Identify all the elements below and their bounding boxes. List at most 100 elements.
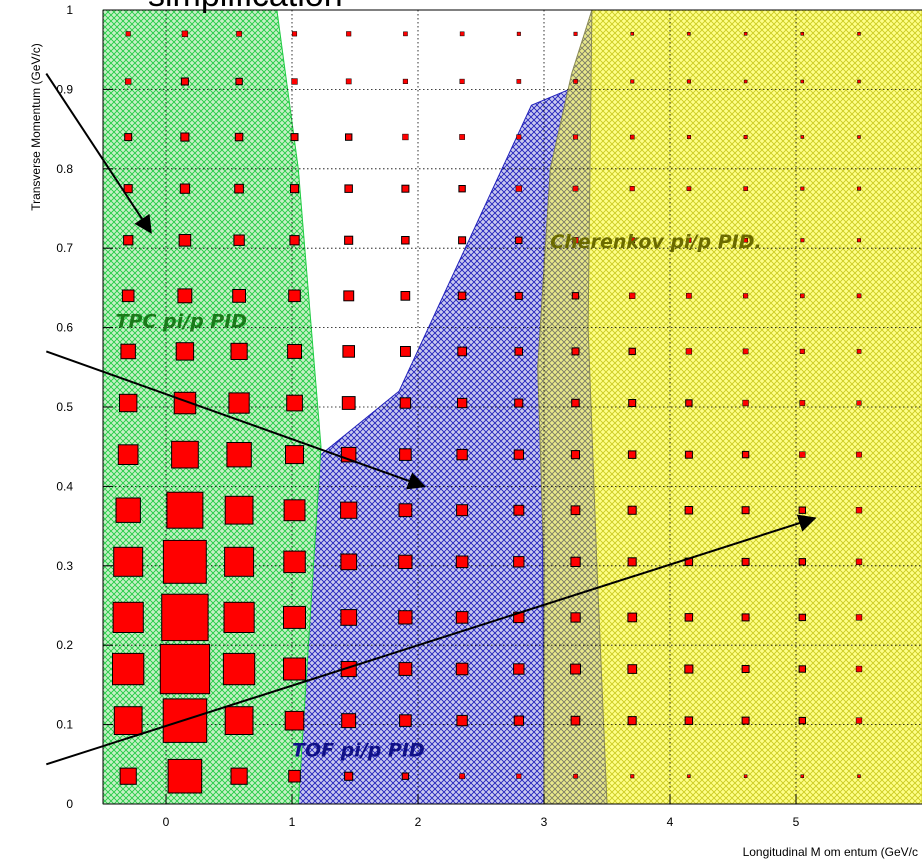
data-box bbox=[743, 79, 748, 84]
data-box bbox=[345, 78, 352, 85]
data-box bbox=[741, 450, 750, 459]
data-box bbox=[399, 397, 412, 409]
data-box bbox=[232, 289, 246, 303]
data-box bbox=[799, 451, 806, 458]
data-box bbox=[115, 497, 141, 523]
data-box bbox=[514, 347, 523, 356]
data-box bbox=[459, 78, 465, 84]
data-box bbox=[400, 291, 411, 301]
data-box bbox=[513, 556, 525, 568]
data-box bbox=[112, 601, 144, 633]
data-box bbox=[686, 237, 692, 243]
data-box bbox=[686, 186, 692, 191]
data-box bbox=[856, 293, 862, 299]
data-box bbox=[177, 288, 193, 304]
data-box bbox=[628, 399, 637, 407]
axis-ticks: 0 1 2 3 4 5 0 0.1 0.2 0.3 0.4 0.5 0.6 0.7 0.8 0.9 1 bbox=[56, 3, 799, 829]
y-tick-label: 1 bbox=[66, 3, 73, 17]
y-tick-label: 0.3 bbox=[56, 559, 73, 573]
data-box bbox=[455, 611, 469, 624]
data-box bbox=[459, 31, 465, 37]
data-box bbox=[800, 238, 805, 243]
data-box bbox=[159, 643, 211, 695]
x-tick-label: 4 bbox=[667, 815, 674, 829]
data-box bbox=[516, 773, 522, 779]
data-box bbox=[630, 774, 635, 779]
data-box bbox=[743, 774, 748, 778]
annotation-arrow bbox=[45, 72, 152, 234]
data-box bbox=[223, 601, 255, 633]
data-box bbox=[286, 394, 303, 412]
data-box bbox=[514, 291, 523, 300]
data-box bbox=[798, 558, 806, 566]
data-box bbox=[799, 400, 806, 406]
data-box bbox=[343, 290, 355, 302]
data-box bbox=[516, 31, 521, 36]
heading-fragment: simplification bbox=[148, 0, 343, 15]
data-box bbox=[228, 392, 250, 414]
data-box bbox=[173, 391, 197, 415]
data-box bbox=[741, 716, 750, 725]
data-box bbox=[570, 505, 581, 516]
data-box bbox=[340, 553, 358, 571]
data-box bbox=[743, 135, 748, 140]
region-label-cherenkov: Cherenkov pi/p PID. bbox=[550, 231, 761, 253]
data-box bbox=[291, 31, 298, 37]
data-box bbox=[341, 713, 357, 729]
data-box bbox=[161, 593, 209, 642]
data-box bbox=[800, 135, 805, 139]
data-box bbox=[628, 347, 636, 356]
data-box bbox=[800, 186, 805, 191]
data-box bbox=[167, 758, 203, 794]
data-box bbox=[289, 235, 300, 246]
data-box bbox=[857, 32, 861, 36]
data-box bbox=[401, 772, 410, 780]
y-tick-label: 0.7 bbox=[56, 241, 73, 255]
data-box bbox=[627, 450, 637, 459]
data-box bbox=[742, 399, 749, 407]
x-tick-label: 5 bbox=[793, 815, 800, 829]
data-box bbox=[180, 77, 189, 86]
data-box bbox=[686, 135, 691, 140]
annotation-arrows bbox=[45, 72, 817, 766]
data-box bbox=[513, 715, 525, 726]
data-box bbox=[514, 398, 524, 408]
data-box bbox=[345, 133, 353, 141]
data-box bbox=[456, 504, 469, 517]
data-box bbox=[400, 346, 411, 357]
data-box bbox=[342, 345, 355, 358]
data-box bbox=[226, 442, 252, 468]
data-box bbox=[570, 715, 581, 726]
x-axis-label: Longitudinal M om entum (GeV/c bbox=[743, 845, 918, 859]
data-box bbox=[224, 546, 255, 577]
data-box bbox=[119, 767, 137, 785]
data-box bbox=[630, 79, 635, 84]
data-box bbox=[741, 613, 750, 622]
data-box bbox=[291, 78, 298, 85]
data-box bbox=[344, 235, 354, 245]
data-box bbox=[290, 133, 299, 142]
data-box bbox=[685, 399, 693, 407]
data-box bbox=[799, 348, 805, 354]
data-box bbox=[402, 78, 408, 84]
data-box bbox=[456, 448, 468, 461]
data-box bbox=[855, 665, 863, 673]
data-box bbox=[856, 400, 862, 406]
data-box bbox=[123, 184, 133, 194]
data-box bbox=[513, 663, 525, 675]
data-box bbox=[399, 714, 412, 727]
data-box bbox=[234, 183, 244, 194]
x-tick-label: 2 bbox=[415, 815, 422, 829]
data-box bbox=[233, 234, 245, 246]
data-box bbox=[284, 710, 305, 731]
data-box bbox=[113, 546, 144, 577]
region-label-tpc: TPC pi/p PID bbox=[116, 311, 247, 333]
data-box bbox=[344, 184, 353, 193]
data-box bbox=[684, 716, 694, 725]
data-box bbox=[800, 32, 805, 36]
region-labels: TPC pi/p PID TOF pi/p PID Cherenkov pi/p P… bbox=[116, 231, 762, 761]
data-box bbox=[684, 450, 693, 459]
data-box bbox=[124, 133, 133, 142]
data-box bbox=[224, 495, 254, 525]
data-box bbox=[403, 31, 408, 37]
